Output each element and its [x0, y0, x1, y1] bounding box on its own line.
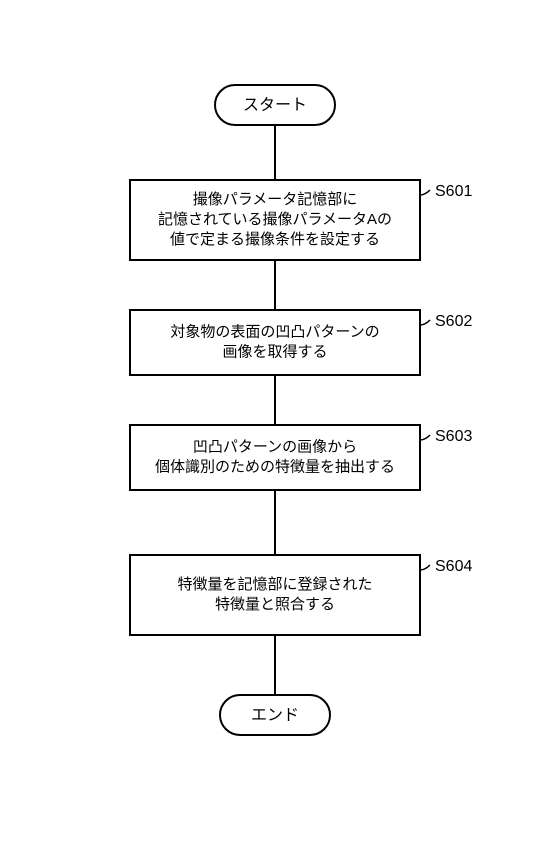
label-S601: S601 [435, 183, 472, 200]
label-S603: S603 [435, 428, 472, 445]
label-S602: S602 [435, 313, 472, 330]
step-S604-line-1: 特徴量と照合する [215, 596, 335, 613]
step-S601-line-1: 記憶されている撮像パラメータAの [158, 210, 392, 228]
step-S601-line-2: 値で定まる撮像条件を設定する [170, 230, 380, 248]
step-S602-line-1: 画像を取得する [222, 343, 327, 360]
end-terminal-label: エンド [251, 707, 299, 724]
step-S602-line-0: 対象物の表面の凹凸パターンの [170, 323, 379, 340]
step-S601-line-0: 撮像パラメータ記憶部に [193, 190, 358, 208]
step-S603-line-0: 凹凸パターンの画像から [193, 438, 357, 455]
step-S603-line-1: 個体識別のための特徴量を抽出する [155, 458, 395, 475]
step-S604-line-0: 特徴量を記憶部に登録された [177, 576, 372, 593]
label-S604: S604 [435, 558, 472, 575]
start-terminal-label: スタート [243, 96, 307, 114]
